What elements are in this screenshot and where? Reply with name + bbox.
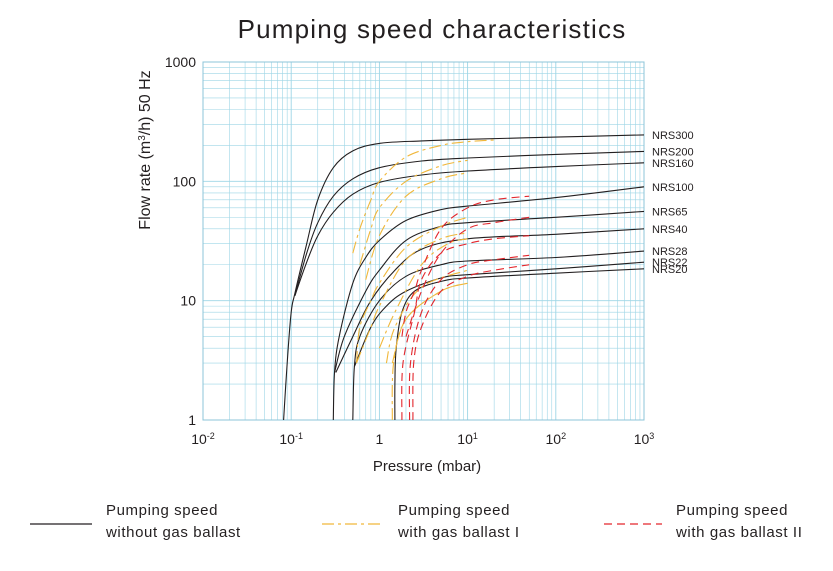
series-label: NRS160	[652, 158, 694, 170]
pumping-speed-chart: Pumping speed characteristics 10-2 10-1 1 1…	[137, 14, 694, 475]
legend-swatch-no-ballast	[30, 523, 92, 525]
series-line-nrs100	[332, 186, 645, 421]
legend-item-gas-ballast-1: Pumping speed with gas ballast I	[322, 500, 520, 544]
series-label: NRS300	[652, 130, 694, 142]
series-label: NRS40	[652, 224, 687, 236]
plot-frame	[202, 61, 645, 421]
x-tick-label: 1	[376, 431, 384, 447]
series-line-nrs100-ii	[401, 195, 530, 337]
series-label: NRS65	[652, 206, 687, 218]
series-line-nrs65-i	[355, 232, 468, 364]
y-axis-label: Flow rate (m3/h) 50 Hz	[137, 70, 155, 229]
y-tick-label: 100	[173, 173, 197, 189]
series-label: NRS22	[652, 257, 687, 269]
y-tick-label: 10	[180, 293, 196, 309]
x-tick-label: 101	[457, 431, 478, 447]
legend-label-line1: Pumping speed	[676, 502, 789, 519]
series-line-nrs300	[283, 134, 645, 421]
series-line-nrs20-i	[391, 282, 468, 421]
series-label: NRS100	[652, 182, 694, 194]
legend-swatch-gas-ballast-2	[604, 523, 662, 525]
legend-label-line2: without gas ballast	[106, 524, 241, 541]
series-line-nrs28	[352, 250, 645, 421]
series-line-nrs20	[394, 268, 645, 421]
series-label: NRS28	[652, 246, 687, 258]
series-line-nrs300-i	[352, 139, 495, 254]
grid	[202, 61, 645, 421]
legend-label-line1: Pumping speed	[398, 502, 511, 519]
x-tick-label: 10-1	[279, 431, 303, 447]
legend-item-gas-ballast-2: Pumping speed with gas ballast II	[604, 500, 802, 544]
x-tick-label: 10-2	[191, 431, 215, 447]
series-line-nrs40-i	[378, 238, 468, 349]
series-line-nrs28-i	[385, 269, 468, 364]
series-line-nrs22-ii	[412, 264, 530, 421]
legend-item-no-ballast: Pumping speed without gas ballast	[30, 500, 241, 544]
legend-label-line2: with gas ballast I	[398, 524, 520, 541]
series-line-nrs65-ii	[405, 216, 530, 337]
series-line-nrs200	[294, 150, 645, 296]
series-label: NRS20	[652, 264, 687, 276]
series-line-nrs40-ii	[401, 235, 530, 421]
chart-title: Pumping speed characteristics	[238, 14, 627, 44]
series-line-nrs65	[333, 210, 645, 373]
series-line-nrs200-i	[359, 159, 468, 265]
series-line-nrs22	[353, 261, 645, 367]
series-label: NRS200	[652, 146, 694, 158]
series-line-nrs28-ii	[408, 254, 530, 421]
legend-swatch-gas-ballast-1	[322, 523, 384, 525]
legend-label-line2: with gas ballast II	[676, 524, 803, 541]
series-labels: NRS300NRS200NRS160NRS100NRS65NRS40NRS28N…	[652, 130, 694, 276]
legend-label-line1: Pumping speed	[106, 502, 219, 519]
series-line-nrs160	[294, 162, 645, 296]
data-series	[283, 134, 645, 421]
y-tick-label: 1	[188, 412, 196, 428]
x-axis-label: Pressure (mbar)	[373, 458, 481, 475]
x-tick-label: 103	[634, 431, 655, 447]
series-line-nrs100-i	[355, 216, 468, 364]
y-tick-label: 1000	[165, 54, 196, 70]
x-tick-label: 102	[546, 431, 567, 447]
series-line-nrs160-i	[365, 172, 468, 280]
